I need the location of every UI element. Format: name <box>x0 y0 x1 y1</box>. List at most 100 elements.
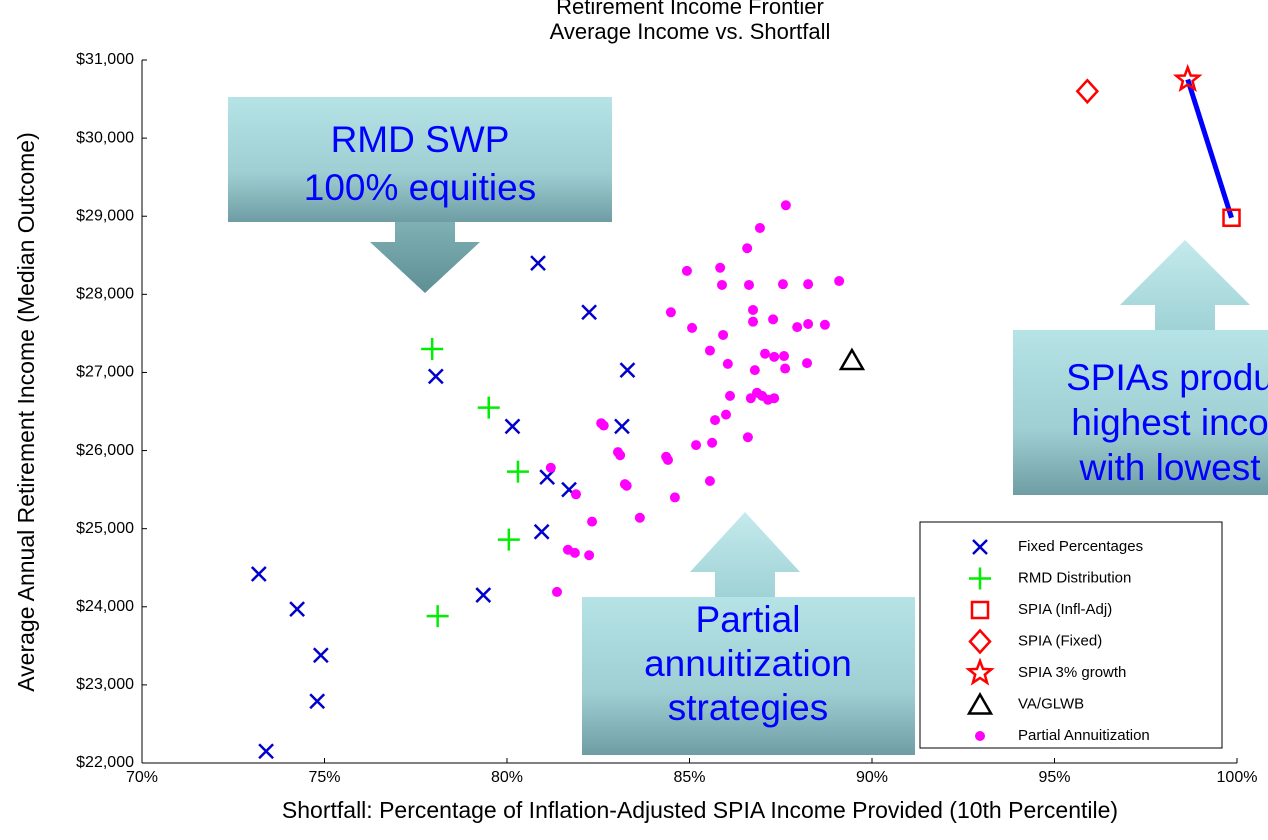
marker-star <box>965 657 995 686</box>
marker-x <box>504 418 521 435</box>
dot-shape <box>769 351 780 362</box>
legend-label: SPIA (Fixed) <box>1018 632 1102 649</box>
marker-dot <box>780 363 791 374</box>
legend-label: SPIA 3% growth <box>1018 664 1126 681</box>
marker-dot <box>584 550 595 561</box>
dot-shape <box>704 345 715 356</box>
dot-shape <box>760 348 771 359</box>
marker-dot <box>803 279 814 290</box>
marker-plus <box>477 396 500 419</box>
marker-dot <box>754 222 765 233</box>
dot-shape <box>587 516 598 527</box>
dot-shape <box>681 265 692 276</box>
dot-shape <box>598 420 609 431</box>
star-shape <box>1172 63 1203 93</box>
marker-x <box>250 566 267 582</box>
marker-x <box>533 523 550 540</box>
marker-dot <box>780 200 791 211</box>
triangle-shape <box>966 692 994 715</box>
marker-dot <box>598 420 609 431</box>
dot-shape <box>570 489 581 500</box>
legend-label: RMD Distribution <box>1018 569 1131 586</box>
marker-dot <box>742 432 753 443</box>
marker-dot <box>687 322 698 333</box>
marker-dot <box>802 358 813 369</box>
dot-shape <box>802 358 813 369</box>
x-tick-label: 80% <box>491 769 523 786</box>
legend-label: Fixed Percentages <box>1018 538 1143 555</box>
dot-shape <box>834 276 845 287</box>
marker-dot <box>569 547 580 558</box>
marker-dot <box>681 265 692 276</box>
dot-shape <box>749 365 760 376</box>
marker-dot <box>792 322 803 333</box>
dot-shape <box>725 390 736 401</box>
x-stroke <box>504 418 521 435</box>
y-tick-label: $28,000 <box>76 286 134 303</box>
dot-shape <box>819 319 830 330</box>
square-shape <box>1222 208 1241 228</box>
callout-box <box>582 597 915 755</box>
marker-dot <box>779 351 790 362</box>
dot-shape <box>545 462 556 473</box>
marker-dot <box>760 348 771 359</box>
marker-plus <box>426 605 449 628</box>
marker-plus <box>497 528 520 551</box>
marker-dot <box>743 279 754 290</box>
dot-shape <box>669 492 680 503</box>
dot-shape <box>721 409 731 420</box>
legend: Fixed Percentages RMD Distribution SPIA (I… <box>919 521 1223 749</box>
marker-dot <box>718 329 729 340</box>
dot-shape <box>704 476 715 487</box>
square-shape <box>970 600 990 620</box>
x-stroke <box>427 368 444 385</box>
marker-dot <box>715 262 726 273</box>
marker-dot <box>722 358 733 369</box>
marker-dot <box>725 390 736 401</box>
y-tick-label: $31,000 <box>76 51 134 68</box>
marker-dot <box>748 316 759 327</box>
marker-dot <box>615 450 626 461</box>
dot-shape <box>691 440 702 451</box>
y-tick-label: $25,000 <box>76 520 134 537</box>
chart-subtitle: Average Income vs. Shortfall <box>550 19 831 44</box>
callout-text: annuitization <box>644 643 852 684</box>
callout-text: 100% equities <box>304 167 536 208</box>
dot-shape <box>780 363 791 374</box>
marker-dot <box>707 437 718 448</box>
chart-title: Retirement Income Frontier <box>556 0 824 19</box>
marker-dot <box>721 409 731 420</box>
x-tick-label: 85% <box>673 769 705 786</box>
callout-text: with lowest <box>1079 447 1262 488</box>
marker-dot <box>704 476 715 487</box>
callout-arrow <box>690 512 800 597</box>
callout-arrow <box>370 222 480 293</box>
diamond-shape <box>1075 78 1100 105</box>
marker-dot <box>665 307 676 318</box>
legend-label: VA/GLWB <box>1018 695 1084 712</box>
marker-x <box>972 539 988 555</box>
marker-diamond <box>1075 78 1100 105</box>
marker-x <box>427 368 444 385</box>
dot-shape <box>743 279 754 290</box>
y-tick-label: $27,000 <box>76 364 134 381</box>
dot-shape <box>634 512 645 523</box>
dot-shape <box>754 222 765 233</box>
marker-dot <box>819 319 830 330</box>
dot-shape <box>710 415 721 426</box>
marker-dot <box>742 243 753 254</box>
marker-dot <box>777 279 788 290</box>
marker-diamond <box>968 628 992 655</box>
y-tick-label: $24,000 <box>76 598 134 615</box>
dot-shape <box>748 316 759 327</box>
marker-dot <box>621 480 632 491</box>
x-stroke <box>530 255 546 271</box>
marker-dot <box>768 314 779 325</box>
marker-dot <box>710 415 721 426</box>
marker-plus <box>421 338 444 361</box>
dot-shape <box>780 200 791 211</box>
y-tick-label: $22,000 <box>76 754 134 771</box>
marker-dot <box>745 393 756 404</box>
